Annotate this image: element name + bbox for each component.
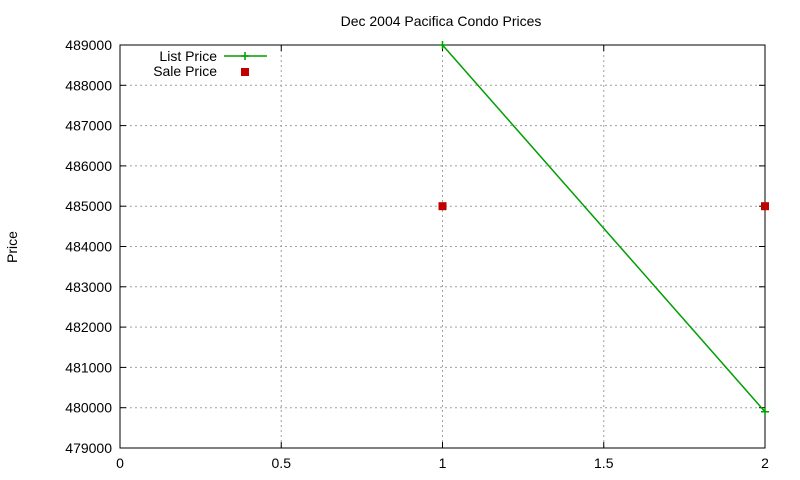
grid-lines (120, 45, 765, 448)
y-tick-label: 488000 (65, 77, 112, 93)
y-tick-label: 481000 (65, 359, 112, 375)
y-tick-label: 479000 (65, 440, 112, 456)
legend: List Price Sale Price (153, 48, 267, 79)
data-point-list-price (761, 407, 769, 416)
x-tick-label: 1 (439, 455, 447, 471)
series-layer (438, 41, 769, 416)
y-tick-label: 480000 (65, 400, 112, 416)
data-point-sale-price (438, 202, 447, 211)
y-tick-label: 484000 (65, 239, 112, 255)
data-point-sale-price (761, 202, 769, 211)
legend-square-marker (241, 68, 249, 76)
y-tick-label: 483000 (65, 279, 112, 295)
y-tick-label: 487000 (65, 118, 112, 134)
legend-label-sale-price: Sale Price (153, 63, 217, 79)
x-tick-label: 1.5 (594, 455, 614, 471)
legend-label-list-price: List Price (159, 48, 217, 64)
legend-marker-sale-price (241, 68, 249, 76)
legend-marker-list-price (241, 52, 249, 60)
y-axis-label: Price (4, 231, 20, 263)
x-axis: 0 0.5 1 1.5 2 (116, 45, 769, 471)
y-tick-label: 485000 (65, 198, 112, 214)
y-tick-label: 486000 (65, 158, 112, 174)
y-axis: 479000 480000 481000 482000 483000 484000 4850… (65, 37, 765, 456)
legend-plus-marker (241, 52, 249, 60)
x-tick-label: 0.5 (272, 455, 292, 471)
y-tick-label: 482000 (65, 319, 112, 335)
data-point-list-price (438, 41, 447, 49)
y-tick-label: 489000 (65, 37, 112, 53)
x-tick-label: 0 (116, 455, 124, 471)
series-line-list-price (441, 44, 766, 413)
x-tick-label: 2 (761, 455, 769, 471)
chart-title: Dec 2004 Pacifica Condo Prices (341, 13, 542, 29)
